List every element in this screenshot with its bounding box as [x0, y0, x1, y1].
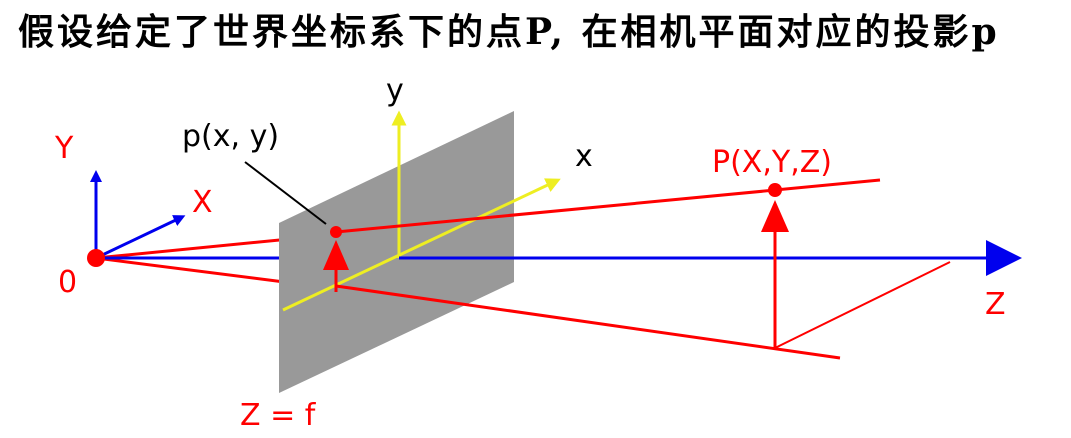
world-x-axis: [95, 215, 186, 260]
image-x-axis-label: x: [575, 139, 593, 174]
world-point-dot: [768, 183, 782, 197]
world-y-axis-label: Y: [54, 131, 74, 166]
image-point-leader-line: [244, 161, 327, 225]
image-point-dot: [330, 226, 342, 238]
projection-ray-upper-back: [95, 236, 301, 260]
projection-ray-to-world-foot: [335, 284, 841, 360]
image-point-arrowhead: [323, 240, 349, 270]
optical-axis-z-arrowhead: [986, 240, 1022, 276]
image-plane: [279, 111, 514, 393]
projection-ray-lower-back: [95, 256, 301, 286]
caption-text: 假设给定了世界坐标系下的点P, 在相机平面对应的投影p: [18, 11, 1000, 53]
origin-label: 0: [58, 265, 77, 300]
world-point-label: P(X,Y,Z): [712, 145, 832, 180]
world-point-floor-line: [774, 261, 951, 349]
image-y-axis-label: y: [386, 73, 404, 108]
image-plane-label: Z = f: [240, 398, 317, 433]
image-x-axis: [282, 178, 561, 312]
world-x-axis-label: X: [192, 185, 213, 220]
optical-axis-z-label: Z: [985, 287, 1006, 322]
projection-ray-to-world-point: [335, 178, 881, 234]
image-point-label: p(x, y): [182, 119, 279, 154]
origin-dot: [87, 249, 105, 267]
world-point-arrowhead: [761, 200, 789, 232]
